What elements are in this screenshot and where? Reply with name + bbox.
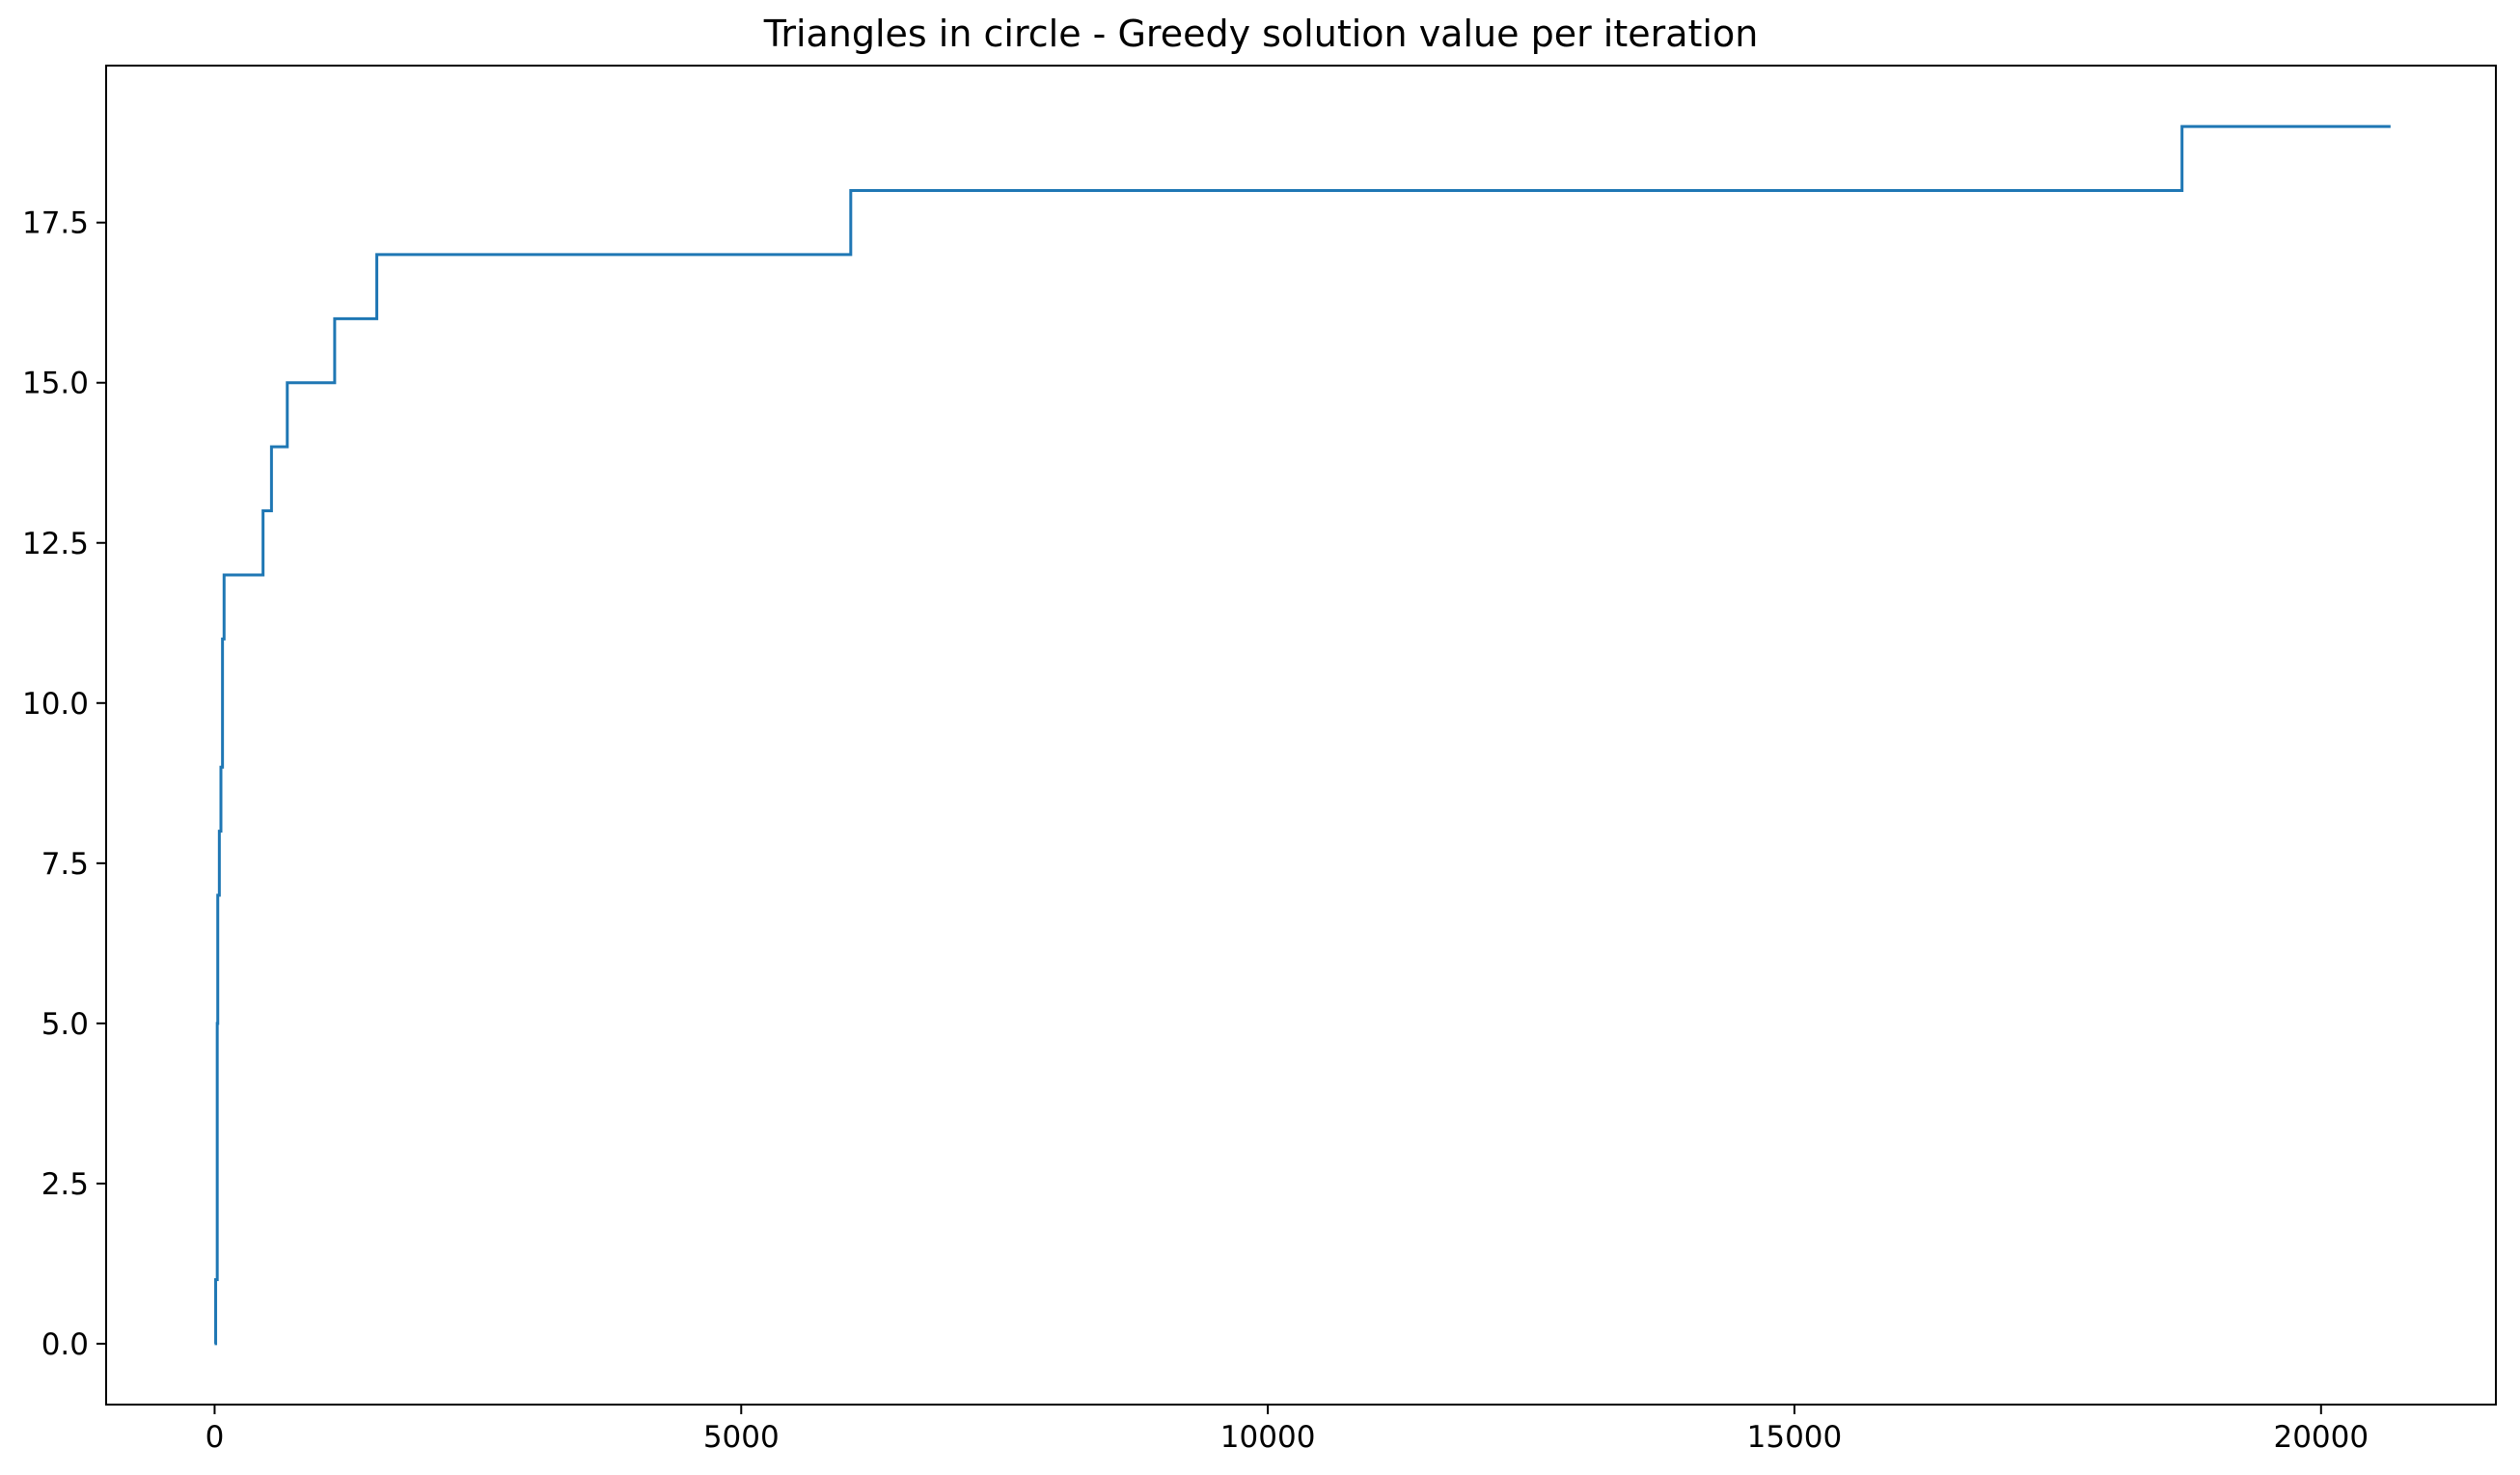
y-tick-label: 15.0 [22, 367, 89, 401]
axes-frame [105, 65, 2497, 1406]
y-tick-label: 12.5 [22, 527, 89, 561]
y-tick-label: 5.0 [41, 1007, 89, 1042]
x-tick-label: 20000 [2273, 1420, 2369, 1455]
chart-title: Triangles in circle - Greedy solution va… [763, 13, 1759, 55]
y-tick-label: 0.0 [41, 1327, 89, 1362]
series-line [214, 124, 2391, 1346]
x-tick-label: 15000 [1747, 1420, 1843, 1455]
series-layer [214, 124, 2391, 1346]
y-tick-label: 10.0 [22, 687, 89, 722]
plot-area: 0 5000 10000 15000 20000 0.0 2.5 5.0 7.5 10.0 12.… [22, 65, 2497, 1455]
x-tick-label: 0 [205, 1420, 225, 1455]
y-tick-label: 2.5 [41, 1167, 89, 1202]
y-tick-label: 7.5 [41, 847, 89, 882]
x-tick-label: 5000 [703, 1420, 780, 1455]
x-tick-label: 10000 [1220, 1420, 1316, 1455]
y-axis: 0.0 2.5 5.0 7.5 10.0 12.5 15.0 17.5 [22, 206, 106, 1362]
x-axis: 0 5000 10000 15000 20000 [205, 1405, 2369, 1455]
y-tick-label: 17.5 [22, 206, 89, 241]
